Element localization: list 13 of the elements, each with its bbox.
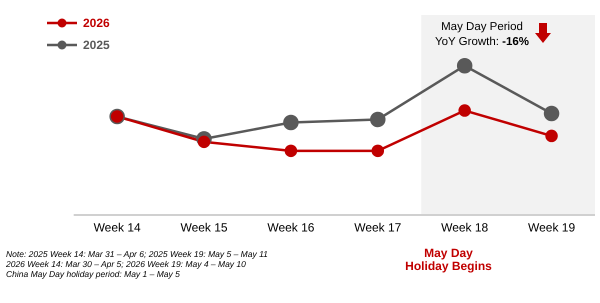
legend-label: 2026 (83, 15, 110, 32)
x-tick-label: Week 17 (354, 220, 402, 235)
text: 2026 Week 14: Mar 30 – Apr 5; 2026 Week 19: May 4 – May 10 (6, 259, 247, 269)
text: China May Day holiday period: May 1 – May 5 (6, 269, 181, 279)
x-tick-label: Week 16 (267, 220, 315, 235)
text: May Day Period YoY Growth: -16% (435, 21, 529, 48)
text: Note: 2025 Week 14: Mar 31 – Apr 6; 2025 Week 19: May 5 – May 11 (6, 249, 268, 259)
text: May Day Holiday Begins (404, 246, 493, 273)
x-tick-label: Week 18 (441, 220, 489, 235)
legend-label: 2025 (83, 37, 110, 54)
x-tick-label: Week 19 (528, 220, 576, 235)
x-tick-label: Week 14 (94, 220, 142, 235)
x-tick-label: Week 15 (180, 220, 228, 235)
